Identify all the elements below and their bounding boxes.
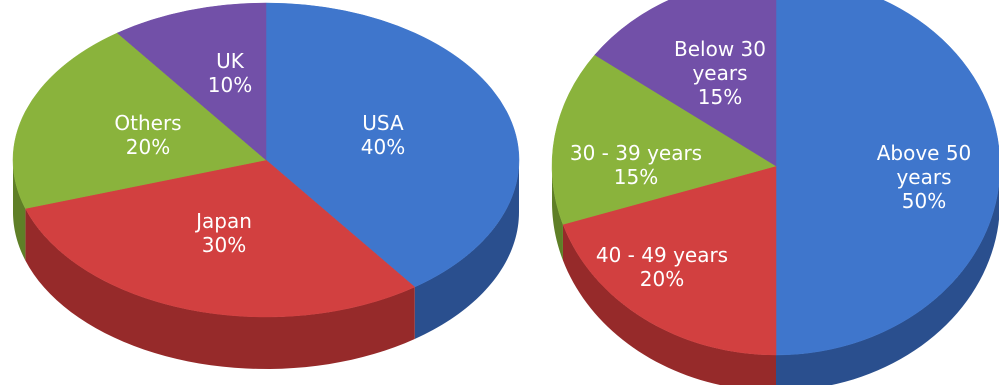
pie-2-side-3 (552, 166, 563, 261)
pie-2: Above 50 years 50% 40 - 49 years 20% 30 - 39 … (551, 0, 999, 385)
pie-2-label-3: 30 - 39 years 15% (570, 141, 702, 189)
pie-1-slice-1 (265, 2, 520, 288)
pie-2-side-2 (562, 224, 776, 385)
pie-1-label-2: Japan 30% (194, 209, 252, 257)
pie-1-side-1 (414, 160, 519, 340)
pie-2-slice-2 (562, 165, 777, 356)
pie-2-slice-4 (594, 0, 777, 167)
pie-2-label-1: Above 50 years 50% (877, 141, 972, 213)
pie-1-slice-3 (12, 32, 267, 209)
pie-1-label-1: USA 40% (361, 111, 405, 159)
pie-1-side-2 (25, 208, 415, 369)
pie-2-slice-1 (775, 0, 999, 356)
pie-1-slice-2 (25, 159, 416, 318)
pie-2-side-1 (776, 183, 999, 385)
pie-1: USA 40% Japan 30% Others 20% UK 10% (12, 2, 520, 369)
pie-2-label-2: 40 - 49 years 20% (596, 243, 728, 291)
pie-1-label-3: Others 20% (114, 111, 181, 159)
pie-1-slice-4 (116, 2, 267, 161)
pie-2-slice-3 (551, 54, 777, 225)
pie-1-label-4: UK 10% (208, 49, 252, 97)
pie-2-label-4: Below 30 years 15% (674, 37, 766, 109)
